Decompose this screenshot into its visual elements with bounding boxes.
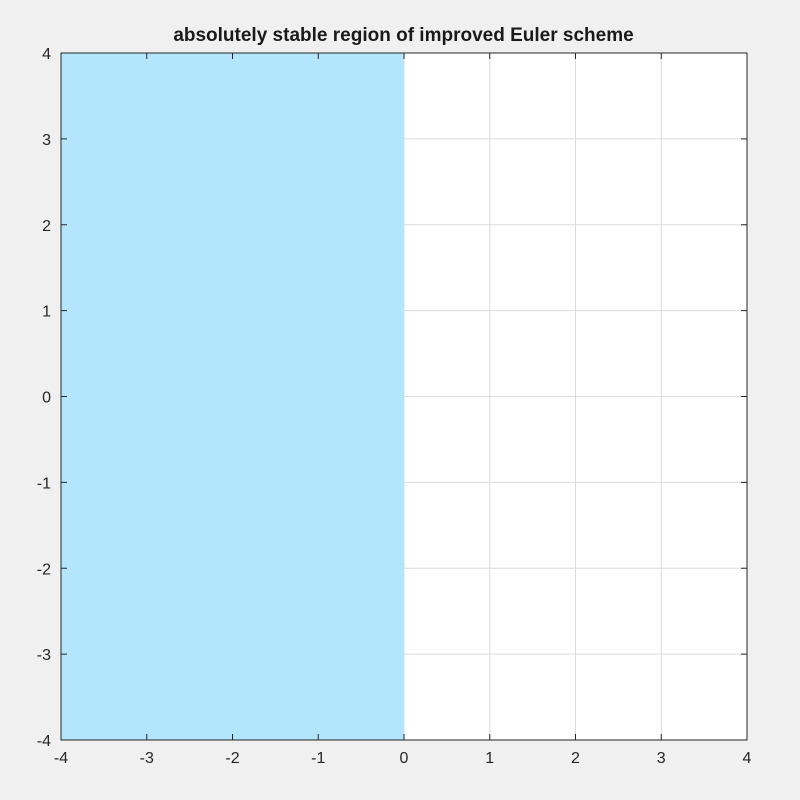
y-tick-label: -3 [37,647,51,664]
x-tick-label: 0 [400,750,409,767]
axes-frame [60,52,748,741]
x-tick-label: -4 [54,750,68,767]
x-tick-label: -2 [225,750,239,767]
y-tick-label: 2 [42,218,51,235]
x-tick-label: 2 [571,750,580,767]
y-tick-label: 4 [42,46,51,63]
x-tick-label: -1 [311,750,325,767]
stable-region-layer [61,53,404,740]
y-tick-label: -2 [37,561,51,578]
y-tick-label: -1 [37,475,51,492]
y-tick-label: -4 [37,733,51,750]
y-tick-label: 1 [42,304,51,321]
x-tick-label: 3 [657,750,666,767]
x-tick-label: -3 [140,750,154,767]
stable-region [61,53,404,740]
y-tick-label: 0 [42,390,51,407]
y-tick-label: 3 [42,132,51,149]
tick-labels: -4 -3 -2 -1 0 1 2 3 4 -4 -3 -2 -1 0 1 2 3 4 [37,46,752,767]
x-tick-label: 4 [743,750,752,767]
chart-title: absolutely stable region of improved Eul… [173,25,633,46]
x-tick-label: 1 [485,750,494,767]
